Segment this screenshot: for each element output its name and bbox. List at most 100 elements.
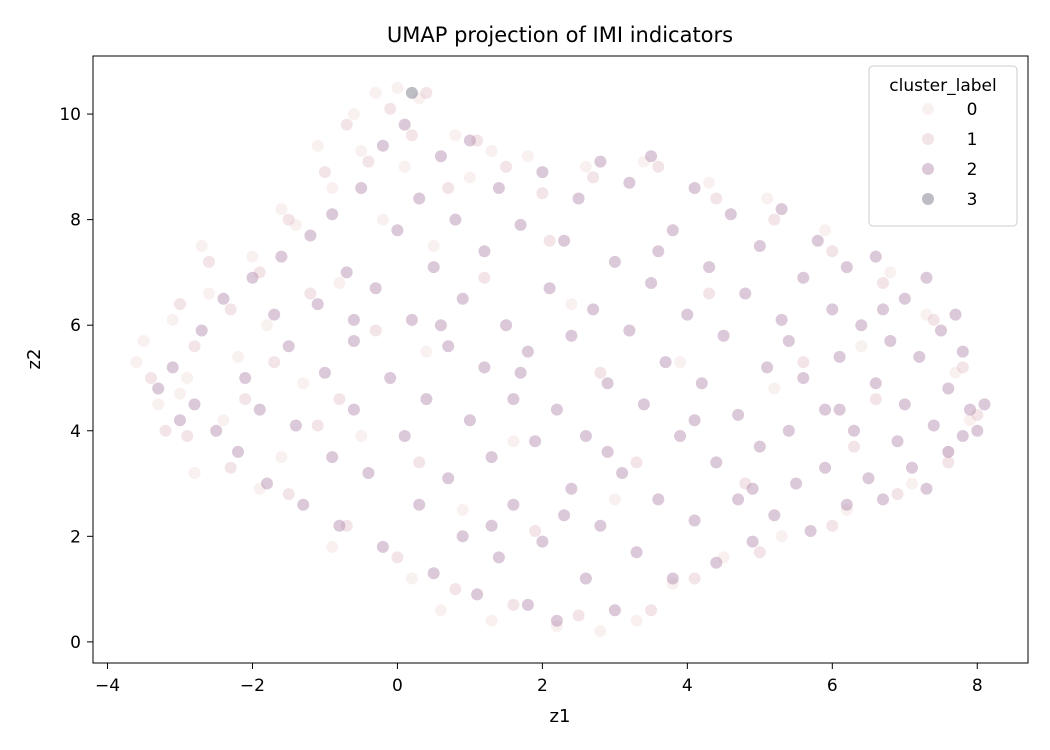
data-point-cluster-1 [848,440,860,453]
data-point-cluster-0 [355,430,368,442]
legend-marker-0 [922,103,934,115]
data-point-cluster-2 [558,509,571,522]
data-point-cluster-1 [971,408,984,421]
data-point-cluster-2 [558,234,571,247]
data-point-cluster-2 [855,319,868,332]
data-point-cluster-1 [471,134,484,147]
data-point-cluster-2 [246,271,259,284]
data-point-cluster-2 [347,403,360,416]
data-point-cluster-2 [500,319,513,332]
legend-label-2: 2 [967,160,978,180]
data-point-cluster-2 [688,514,701,527]
data-point-cluster-2 [732,408,745,421]
data-point-cluster-1 [405,129,418,142]
y-tick-label: 6 [70,316,81,336]
data-point-cluster-1 [826,245,839,258]
data-point-cluster-2 [746,535,759,548]
data-point-cluster-0 [275,203,288,216]
data-point-cluster-2 [797,372,810,384]
legend-label-1: 1 [967,130,978,150]
data-point-cluster-2 [775,203,788,216]
data-point-cluster-2 [492,551,505,564]
points-layer [130,81,991,638]
data-point-cluster-2 [630,546,643,559]
data-point-cluster-2 [434,150,447,163]
data-point-cluster-3 [405,86,418,99]
data-point-cluster-1 [478,271,491,284]
data-point-cluster-0 [217,414,230,427]
data-point-cluster-1 [340,519,353,532]
data-point-cluster-1 [369,324,382,337]
data-point-cluster-2 [217,292,230,305]
data-point-cluster-2 [804,525,817,537]
data-point-cluster-0 [703,176,716,189]
data-point-cluster-1 [145,372,157,384]
data-point-cluster-2 [565,329,578,342]
data-point-cluster-2 [862,472,875,485]
data-point-cluster-1 [826,519,839,532]
data-point-cluster-0 [550,620,563,633]
data-point-cluster-2 [848,424,860,437]
data-point-cluster-1 [587,171,600,184]
data-point-cluster-0 [485,145,498,157]
data-point-cluster-2 [579,430,592,442]
data-point-cluster-0 [297,377,310,390]
data-point-cluster-1 [507,598,520,611]
data-point-cluster-1 [891,488,904,501]
data-point-cluster-1 [318,166,331,179]
data-point-cluster-2 [282,340,295,353]
data-point-cluster-2 [826,303,839,316]
data-point-cluster-1 [442,182,455,194]
data-point-cluster-2 [297,498,310,511]
data-point-cluster-2 [449,213,462,226]
x-tick-label: 6 [827,676,838,696]
data-point-cluster-2 [536,166,549,179]
data-point-cluster-2 [906,461,918,474]
data-point-cluster-0 [463,171,476,184]
data-point-cluster-2 [275,250,288,263]
legend: cluster_label 0 1 2 3 [868,65,1018,227]
data-point-cluster-2 [210,424,223,437]
data-point-cluster-2 [645,150,658,163]
data-point-cluster-2 [942,445,955,458]
data-point-cluster-1 [688,572,701,585]
data-point-cluster-2 [434,319,447,332]
data-point-cluster-2 [362,467,375,479]
data-point-cluster-2 [188,398,201,411]
data-point-cluster-2 [318,366,331,379]
data-point-cluster-2 [920,482,933,495]
data-point-cluster-2 [956,430,969,442]
data-point-cluster-0 [964,414,976,427]
data-point-cluster-2 [637,398,650,411]
data-point-cluster-2 [340,266,353,279]
data-point-cluster-2 [333,519,346,532]
data-point-cluster-2 [398,430,411,442]
data-point-cluster-1 [224,303,237,316]
data-point-cluster-2 [869,250,882,263]
data-point-cluster-1 [449,583,462,596]
data-point-cluster-2 [289,419,302,432]
data-point-cluster-2 [572,192,585,205]
data-point-cluster-0 [775,530,788,543]
data-point-cluster-2 [601,377,614,390]
data-point-cluster-0 [275,451,288,464]
data-point-cluster-2 [681,308,694,321]
data-point-cluster-2 [398,118,411,131]
legend-marker-3 [922,193,934,205]
data-point-cluster-1 [594,366,607,379]
data-point-cluster-1 [340,118,353,131]
data-point-cluster-0 [855,340,868,353]
data-point-cluster-2 [732,493,745,506]
data-point-cluster-2 [471,588,484,601]
data-point-cluster-0 [906,477,918,490]
data-point-cluster-2 [913,350,926,363]
data-point-cluster-1 [188,340,201,353]
data-point-cluster-2 [253,403,266,416]
data-point-cluster-2 [376,139,389,152]
y-axis-label: z2 [24,349,45,370]
data-point-cluster-0 [434,604,447,617]
data-point-cluster-2 [652,245,665,258]
data-point-cluster-2 [674,430,687,442]
data-point-cluster-1 [768,213,781,226]
data-point-cluster-2 [840,261,853,274]
